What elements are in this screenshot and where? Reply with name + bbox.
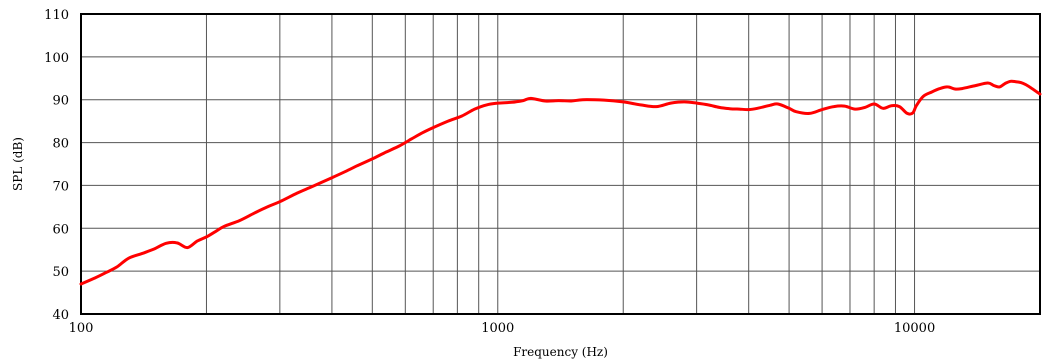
- x-tick-label: 10000: [894, 321, 935, 336]
- x-tick-labels: 100 1000 10000: [69, 321, 936, 336]
- y-tick-label: 40: [52, 308, 69, 323]
- x-tick-label: 1000: [481, 321, 514, 336]
- series-layer: [79, 79, 1042, 286]
- y-tick-labels: 40 50 60 70 80 90 100 110: [44, 8, 69, 323]
- y-axis-label: SPL (dB): [11, 137, 25, 191]
- y-tick-label: 60: [52, 222, 69, 237]
- y-tick-label: 100: [44, 51, 69, 66]
- y-tick-label: 90: [52, 94, 69, 109]
- y-tick-label: 80: [52, 137, 69, 152]
- x-tick-label: 100: [69, 321, 94, 336]
- plot-frame: [80, 13, 1041, 315]
- x-axis-label: Frequency (Hz): [513, 345, 608, 359]
- spl-series-line: [79, 79, 1042, 286]
- x-gridlines: [205, 14, 916, 314]
- y-tick-label: 110: [44, 8, 69, 23]
- y-tick-label: 50: [52, 265, 69, 280]
- y-gridlines: [81, 56, 1040, 272]
- y-tick-label: 70: [52, 179, 69, 194]
